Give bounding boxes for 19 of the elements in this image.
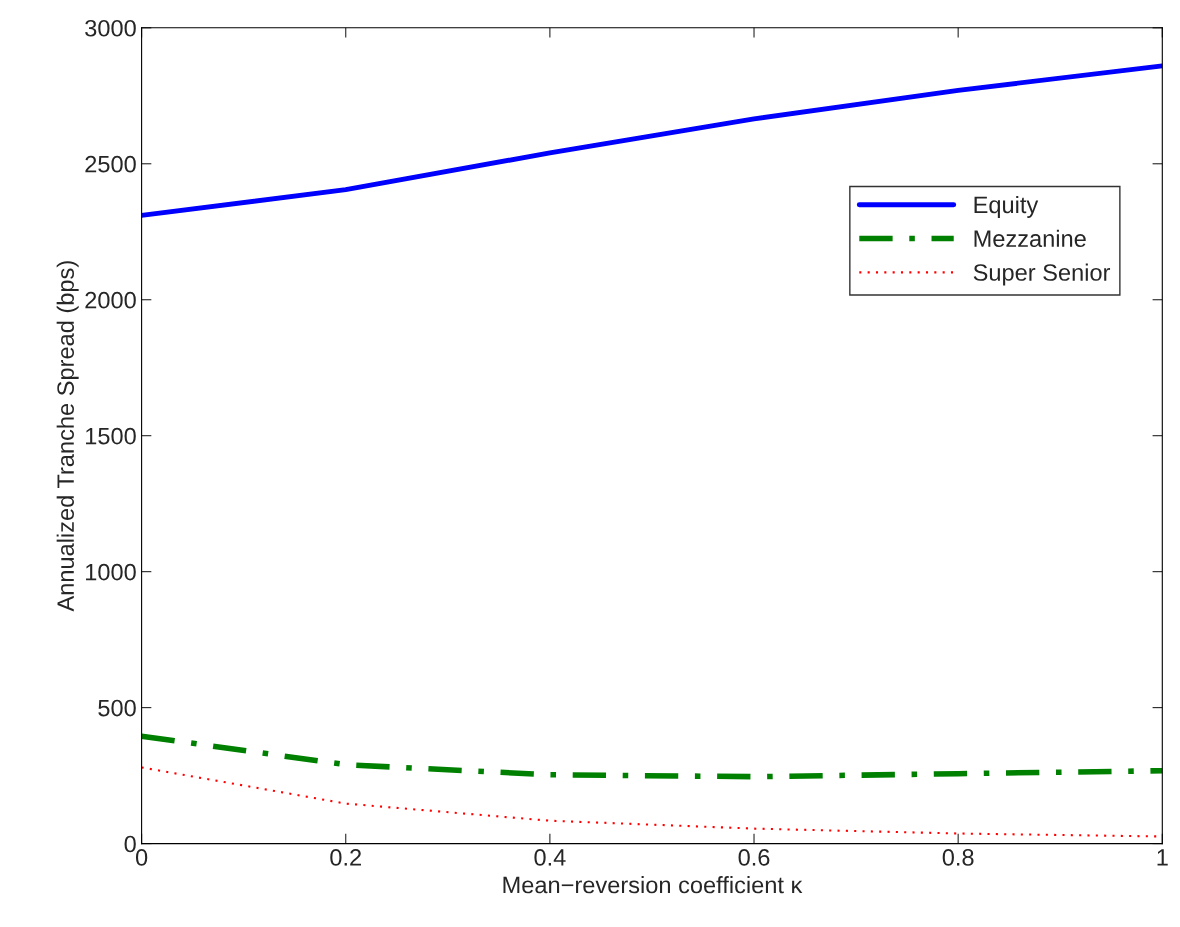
x-tick-label: 0.4 [534, 849, 566, 866]
y-tick-label: 2500 [85, 155, 136, 173]
y-tick-label: 1000 [86, 563, 136, 581]
x-tick-label: 0.6 [738, 849, 770, 866]
legend-label: Mezzanine [974, 229, 1086, 248]
y-tick-label: 3000 [85, 19, 136, 37]
x-tick-label: 0.2 [330, 849, 361, 866]
x-tick-label: 0 [135, 849, 148, 866]
y-tick-label: 500 [98, 699, 136, 717]
legend-label: Equity [974, 195, 1039, 218]
line-series [141, 63, 1163, 218]
x-tick-label: 1 [1157, 849, 1168, 866]
x-axis-title: Mean−reversion coefficient κ [503, 876, 803, 894]
y-axis-title: Annualized Tranche Spread (bps) [56, 261, 79, 612]
y-tick-label: 0 [124, 835, 136, 853]
y-tick-label: 2000 [85, 291, 136, 309]
x-tick-label: 0.8 [942, 849, 974, 866]
y-tick-label: 1500 [86, 427, 136, 445]
legend-label: Super Senior [973, 263, 1111, 286]
